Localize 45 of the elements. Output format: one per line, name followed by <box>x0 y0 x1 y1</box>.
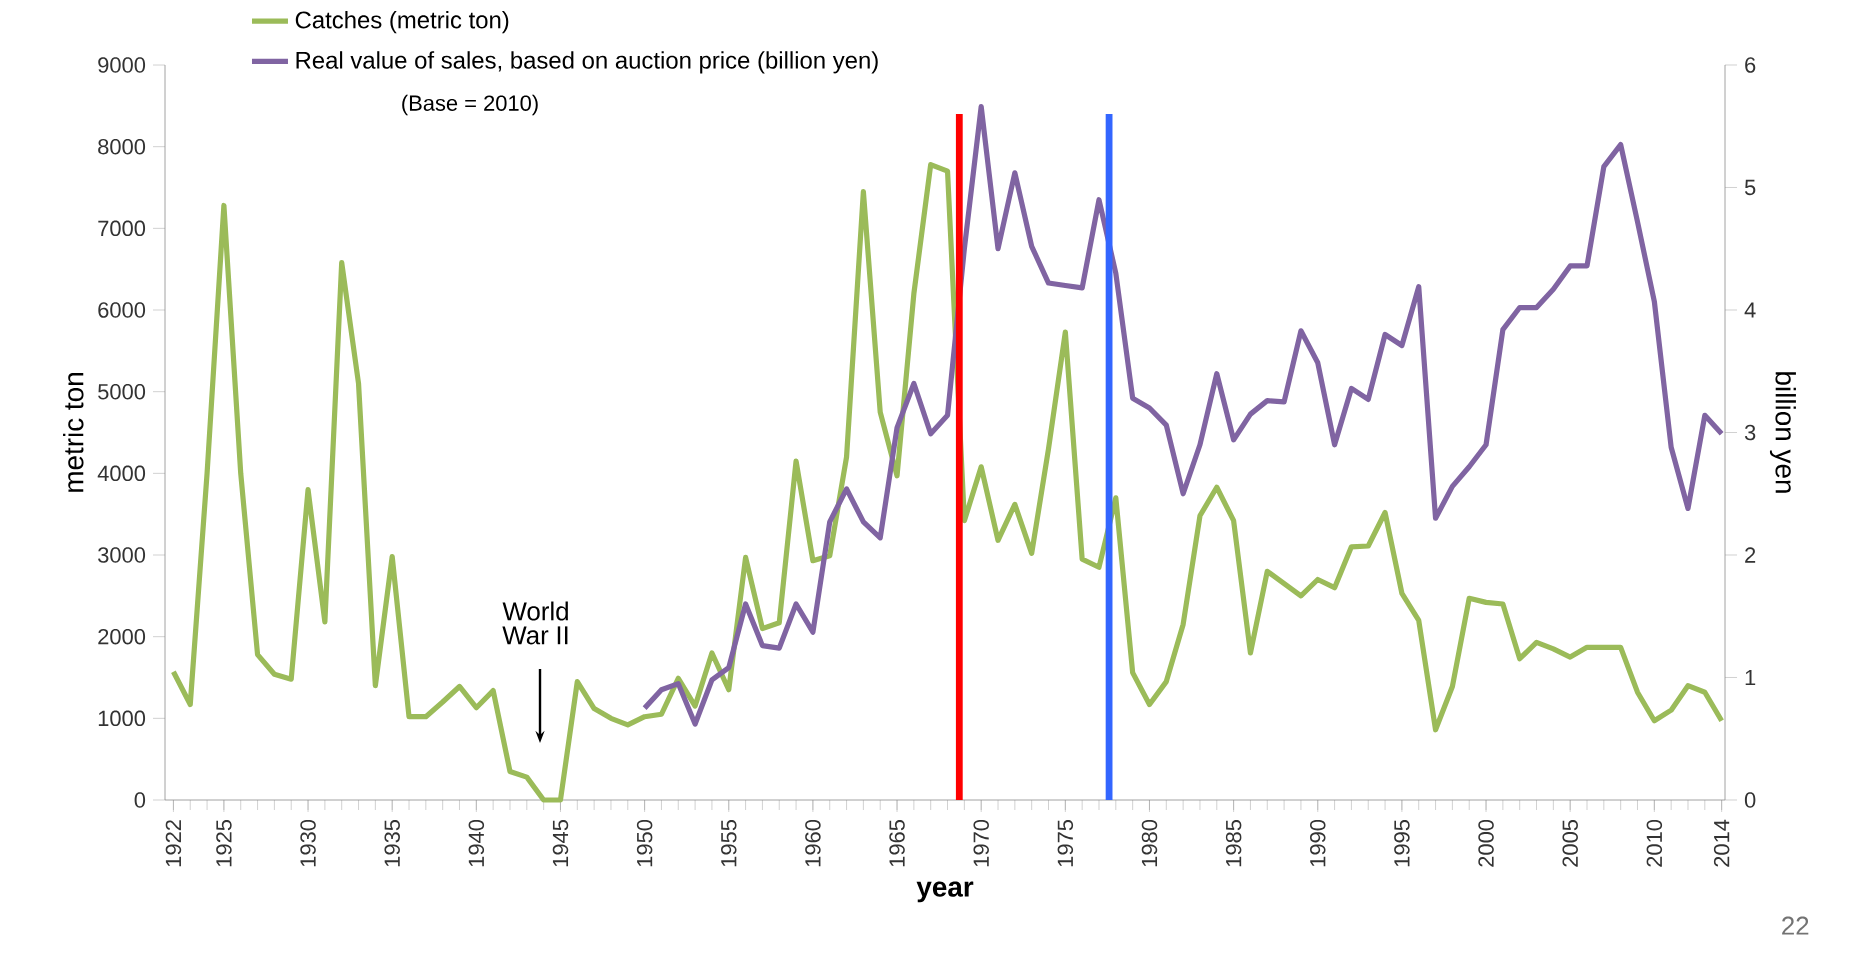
legend-label: Real value of sales, based on auction price (billion yen) <box>296 51 878 74</box>
annotation: (Base = 2010) <box>402 94 538 116</box>
x-axis-title: year <box>916 881 974 903</box>
legend-label: Catches (metric ton) <box>295 10 509 34</box>
y-tick-label: 1000 <box>98 710 146 727</box>
x-tick-label: 1935 <box>384 819 400 867</box>
text: 22 <box>1782 916 1809 935</box>
x-tick-label: 1975 <box>1057 819 1074 867</box>
y-tick-label: 0 <box>134 792 146 808</box>
x-tick-label: 1925 <box>216 819 232 867</box>
x-tick-label: 1945 <box>552 819 569 867</box>
y-tick-label: 8000 <box>98 138 146 155</box>
y-tick-label: 6000 <box>98 302 146 318</box>
y-axis-title: metric ton <box>63 373 84 492</box>
y2-tick-label: 5 <box>1744 179 1756 196</box>
x-tick-label: 1930 <box>300 819 316 867</box>
x-tick-label: 2014 <box>1713 819 1730 867</box>
annotation: World War II <box>502 601 568 645</box>
x-tick-label: 1990 <box>1310 819 1326 867</box>
y-tick-label: 9000 <box>98 57 146 73</box>
y2-tick-label: 6 <box>1745 57 1756 73</box>
y2-tick-label: 3 <box>1744 424 1756 441</box>
x-tick-label: 1965 <box>889 819 905 867</box>
y2-axis-title: billion yen <box>1769 372 1796 493</box>
y-tick-label: 3000 <box>98 547 146 563</box>
x-tick-label: 1940 <box>468 819 485 867</box>
y2-tick-label: 4 <box>1744 302 1756 318</box>
y2-tick-label: 2 <box>1745 547 1756 563</box>
y2-tick-label: 1 <box>1745 669 1756 686</box>
x-tick-label: 1922 <box>165 820 182 867</box>
x-tick-label: 1985 <box>1225 819 1242 867</box>
x-tick-label: 1980 <box>1141 819 1158 867</box>
x-tick-label: 1995 <box>1394 819 1410 867</box>
x-tick-label: 1955 <box>721 819 737 867</box>
y-tick-label: 5000 <box>98 383 146 400</box>
x-tick-label: 2005 <box>1562 819 1578 867</box>
y-tick-label: 2000 <box>98 628 146 645</box>
x-tick-label: 1960 <box>805 819 821 867</box>
x-tick-label: 1950 <box>636 819 653 867</box>
x-tick-label: 2010 <box>1646 819 1663 867</box>
x-tick-label: 2000 <box>1478 819 1494 867</box>
y2-tick-label: 0 <box>1744 792 1756 808</box>
x-tick-label: 1970 <box>973 819 989 867</box>
y-tick-label: 4000 <box>97 465 146 482</box>
y-tick-label: 7000 <box>98 220 146 237</box>
